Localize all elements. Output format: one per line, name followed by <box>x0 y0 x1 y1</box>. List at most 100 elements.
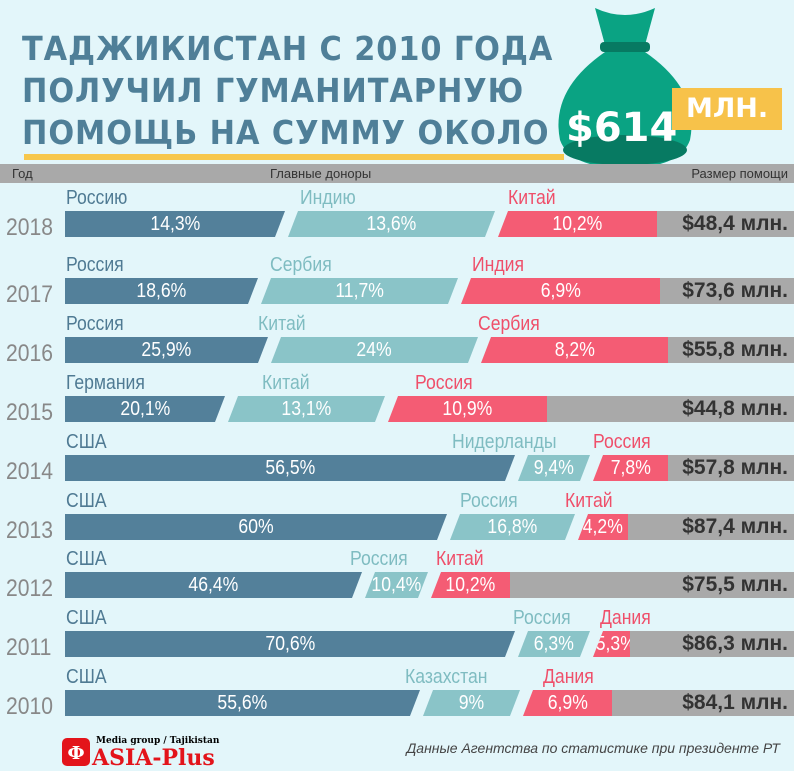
donor-bar: 5,3% <box>593 631 630 657</box>
chart-row: 2013 США 60% Россия 16,8% Китай 4,2% $87,4 млн. <box>0 490 794 560</box>
donor-bar: 13,1% <box>228 396 385 422</box>
donor-percent: 18,6% <box>136 280 187 302</box>
year-label: 2014 <box>6 458 53 485</box>
donor-percent: 6,9% <box>540 280 581 302</box>
donor-percent: 6,9% <box>547 692 588 714</box>
donor-bar: 10,9% <box>388 396 547 422</box>
aid-total: $44,8 млн. <box>547 396 794 422</box>
donor-bar: 70,6% <box>65 631 515 657</box>
source-note: Данные Агентства по статистике при прези… <box>406 740 780 756</box>
donor-label: Дания <box>543 666 594 688</box>
donor-label: Китай <box>565 490 613 512</box>
donor-label: США <box>66 607 107 629</box>
total-amount: $614 <box>566 105 678 151</box>
donor-bar: 10,2% <box>498 211 657 237</box>
donor-percent: 70,6% <box>265 633 315 655</box>
chart-row: 2014 США 56,5% Нидерланды 9,4% Россия 7,8% $57,… <box>0 431 794 501</box>
donor-percent: 10,2% <box>445 574 496 596</box>
chart-row: 2011 США 70,6% Россия 6,3% Дания 5,3% $86,3 млн… <box>0 607 794 677</box>
donor-bar: 6,9% <box>523 690 612 716</box>
donor-bar: 10,4% <box>365 572 428 598</box>
donor-percent: 7,8% <box>610 457 651 479</box>
donor-label: США <box>66 490 107 512</box>
chart-row: 2017 Россия 18,6% Сербия 11,7% Индия 6,9% $73,6… <box>0 254 794 324</box>
donor-percent: 10,9% <box>442 398 493 420</box>
year-label: 2016 <box>6 340 53 367</box>
chart-row: 2016 Россия 25,9% Китай 24% Сербия 8,2% $55,8 м… <box>0 313 794 383</box>
header-year: Год <box>12 166 33 181</box>
donor-percent: 13,1% <box>281 398 332 420</box>
table-header: Год Главные доноры Размер помощи <box>0 164 794 183</box>
donor-bar: 60% <box>65 514 447 540</box>
svg-text:Ф: Ф <box>67 743 84 764</box>
aid-total: $57,8 млн. <box>668 455 794 481</box>
donor-label: Россия <box>66 254 124 276</box>
donor-bar: 18,6% <box>65 278 258 304</box>
title-line: ПОМОЩЬ НА СУММУ ОКОЛО <box>22 113 550 152</box>
money-bag-icon <box>558 8 692 168</box>
title-line: ТАДЖИКИСТАН С 2010 ГОДА <box>22 29 554 68</box>
donor-percent: 56,5% <box>265 457 315 479</box>
aid-total: $48,4 млн. <box>657 211 794 237</box>
donor-bar: 20,1% <box>65 396 225 422</box>
unit-badge: МЛН. <box>672 88 782 130</box>
donor-percent: 5,3% <box>595 633 636 655</box>
aid-total: $84,1 млн. <box>612 690 794 716</box>
donor-bar: 6,9% <box>461 278 660 304</box>
donor-bar: 7,8% <box>593 455 668 481</box>
donor-bar: 55,6% <box>65 690 420 716</box>
donor-label: Китай <box>262 372 310 394</box>
aid-total: $73,6 млн. <box>660 278 794 304</box>
donor-bar: 4,2% <box>578 514 628 540</box>
donor-bar: 16,8% <box>450 514 575 540</box>
logo-name: ASIA-Plus <box>92 745 215 771</box>
chart-row: 2012 США 46,4% Россия 10,4% Китай 10,2% $75,5 м… <box>0 548 794 618</box>
donor-bar: 25,9% <box>65 337 268 363</box>
chart-row: 2018 Россию 14,3% Индию 13,6% Китай 10,2% $48,4… <box>0 187 794 257</box>
donor-percent: 6,3% <box>533 633 575 655</box>
donor-label: США <box>66 548 107 570</box>
chart-row: 2015 Германия 20,1% Китай 13,1% Россия 10,9% $4… <box>0 372 794 442</box>
donor-label: Россия <box>513 607 571 629</box>
aid-total: $86,3 млн. <box>630 631 794 657</box>
donor-label: Китай <box>258 313 306 335</box>
year-label: 2015 <box>6 399 53 426</box>
donor-label: Россия <box>460 490 518 512</box>
donor-percent: 46,4% <box>188 574 239 596</box>
year-label: 2010 <box>6 693 53 720</box>
year-label: 2018 <box>6 214 53 241</box>
donor-percent: 25,9% <box>141 339 192 361</box>
header-size: Размер помощи <box>691 166 788 181</box>
donor-percent: 13,6% <box>366 213 417 235</box>
donor-label: Нидерланды <box>452 431 557 453</box>
donor-bar: 10,2% <box>431 572 510 598</box>
title: ТАДЖИКИСТАН С 2010 ГОДА ПОЛУЧИЛ ГУМАНИТА… <box>22 28 554 154</box>
logo-tagline: Media group / Tajikistan <box>96 736 220 746</box>
donor-percent: 9% <box>458 692 485 714</box>
donor-label: Сербия <box>478 313 540 335</box>
asia-plus-logo: Ф Media group / Tajikistan ASIA-Plus <box>62 736 262 771</box>
donor-label: Россия <box>66 313 124 335</box>
donor-percent: 24% <box>356 339 393 361</box>
donor-bar: 14,3% <box>65 211 285 237</box>
chart-row: 2010 США 55,6% Казахстан 9% Дания 6,9% $84,1 мл… <box>0 666 794 736</box>
year-label: 2011 <box>6 634 52 661</box>
donor-bar: 11,7% <box>261 278 458 304</box>
donor-percent: 10,2% <box>552 213 603 235</box>
donor-label: Россия <box>593 431 651 453</box>
donor-percent: 11,7% <box>335 280 384 302</box>
donor-label: Индия <box>472 254 525 276</box>
donor-label: Германия <box>66 372 145 394</box>
title-line: ПОЛУЧИЛ ГУМАНИТАРНУЮ <box>22 71 525 110</box>
donor-label: Индию <box>300 187 356 209</box>
donor-bar: 9,4% <box>518 455 590 481</box>
title-underline <box>24 154 564 160</box>
donor-percent: 16,8% <box>487 516 538 538</box>
donor-percent: 14,3% <box>150 213 200 235</box>
donor-percent: 55,6% <box>217 692 268 714</box>
aid-total: $55,8 млн. <box>668 337 794 363</box>
donor-percent: 4,2% <box>582 516 624 538</box>
donor-label: США <box>66 666 107 688</box>
donor-percent: 20,1% <box>120 398 170 420</box>
donor-bar: 24% <box>271 337 478 363</box>
